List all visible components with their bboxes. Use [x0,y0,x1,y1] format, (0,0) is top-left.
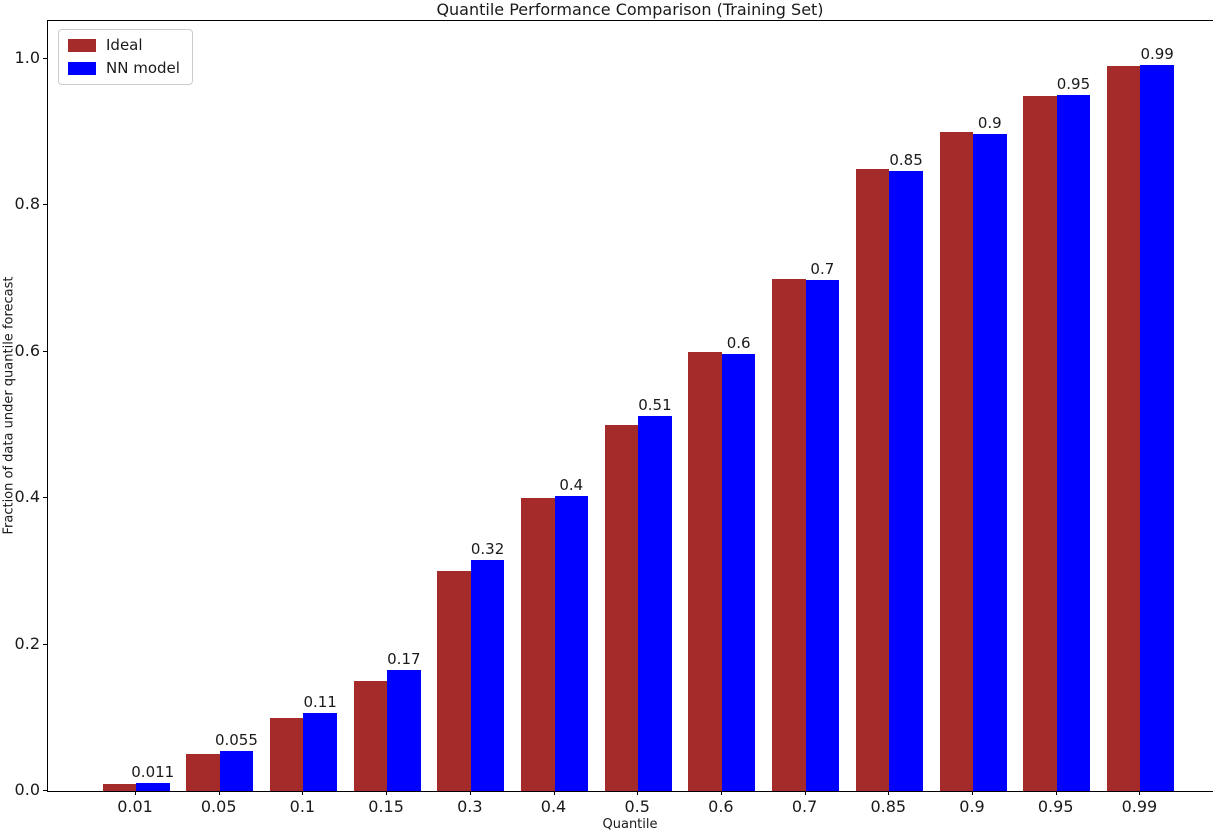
chart-title: Quantile Performance Comparison (Trainin… [436,0,824,19]
bar-value-label: 0.6 [726,334,751,353]
bar-nn-model-0.01 [136,782,170,791]
bar-ideal-0.99 [1106,66,1141,791]
x-tick-label: 0.7 [791,797,818,816]
bar-nn-model-0.95 [1056,94,1091,791]
y-tick-label: 0.2 [14,633,40,653]
y-tick-mark [43,497,47,499]
x-tick-mark [302,791,304,795]
x-tick-label: 0.01 [117,797,153,816]
bar-ideal-0.95 [1023,95,1057,791]
x-tick-label: 0.99 [1121,797,1158,816]
bar-ideal-0.1 [269,717,304,791]
bar-nn-model-0.7 [805,280,840,791]
x-tick-mark [218,791,220,795]
legend-swatch-nn-model [68,62,96,75]
bar-value-label: 0.95 [1056,74,1091,93]
x-tick-mark [553,791,555,795]
bar-ideal-0.15 [353,681,388,791]
x-tick-label: 0.85 [870,797,907,816]
x-tick-label: 0.4 [540,797,567,816]
y-tick-mark [43,643,47,645]
legend-item-ideal: Ideal [68,37,180,54]
y-tick-label: 1.0 [14,48,40,68]
x-tick-mark [469,791,471,795]
bar-nn-model-0.05 [219,750,254,791]
bar-value-label: 0.17 [387,650,421,669]
y-tick-mark [43,790,47,791]
legend-item-nn-model: NN model [68,60,180,77]
bar-value-label: 0.85 [889,151,923,170]
x-tick-mark [1055,791,1057,795]
x-tick-mark [804,791,806,795]
x-tick-label: 0.05 [200,797,237,816]
bar-value-label: 0.7 [810,260,835,279]
bar-nn-model-0.1 [303,712,337,791]
plot-area: Ideal NN model 0.011 0.055 0.11 0.17 0.32 0.4… [47,20,1213,792]
bar-value-label: 0.4 [559,476,584,495]
x-tick-label: 0.3 [457,797,483,816]
y-tick-mark [43,350,47,352]
legend-label-ideal: Ideal [106,36,143,54]
legend: Ideal NN model [58,29,193,85]
bar-value-label: 0.9 [977,114,1002,133]
bar-value-label: 0.51 [638,396,672,415]
x-tick-mark [1139,791,1141,795]
x-tick-mark [972,791,973,795]
x-tick-label: 0.95 [1037,797,1074,816]
x-tick-mark [386,791,388,795]
bar-nn-model-0.85 [889,171,923,791]
legend-label-nn-model: NN model [106,59,180,77]
bar-ideal-0.05 [186,754,220,791]
x-tick-mark [135,791,136,795]
y-tick-mark [43,204,47,206]
bar-ideal-0.4 [521,498,555,791]
x-tick-label: 0.6 [708,797,734,816]
bar-ideal-0.3 [437,571,471,791]
bar-nn-model-0.3 [470,559,505,791]
bar-value-label: 0.99 [1140,44,1174,63]
x-tick-label: 0.5 [624,797,650,816]
bar-nn-model-0.6 [721,354,756,791]
bar-ideal-0.9 [939,132,973,791]
bar-value-label: 0.011 [131,762,175,781]
bar-nn-model-0.4 [554,496,588,791]
bar-value-label: 0.32 [470,539,505,558]
x-tick-label: 0.1 [289,797,316,816]
legend-swatch-ideal [68,39,96,52]
bar-ideal-0.7 [772,278,806,791]
x-tick-label: 0.9 [959,797,985,816]
x-tick-mark [637,791,639,795]
y-tick-label: 0.4 [14,487,40,507]
bar-nn-model-0.99 [1140,64,1174,791]
bar-value-label: 0.055 [214,730,258,749]
bar-ideal-0.5 [604,425,639,791]
bar-nn-model-0.5 [638,416,672,791]
bar-ideal-0.01 [102,783,136,791]
bar-nn-model-0.9 [973,134,1007,791]
y-tick-label: 0.8 [14,194,40,214]
x-tick-mark [720,791,722,795]
y-tick-mark [43,58,47,60]
bar-ideal-0.85 [855,168,890,791]
bar-value-label: 0.11 [303,692,337,711]
x-tick-label: 0.15 [368,797,404,816]
bar-nn-model-0.15 [387,670,421,791]
x-axis-label: Quantile [602,817,658,832]
y-axis-label: Fraction of data under quantile forecast [1,276,17,535]
y-tick-label: 0.6 [14,340,40,360]
y-tick-label: 0.0 [14,780,40,799]
x-tick-mark [888,791,890,795]
bar-ideal-0.6 [688,351,722,791]
